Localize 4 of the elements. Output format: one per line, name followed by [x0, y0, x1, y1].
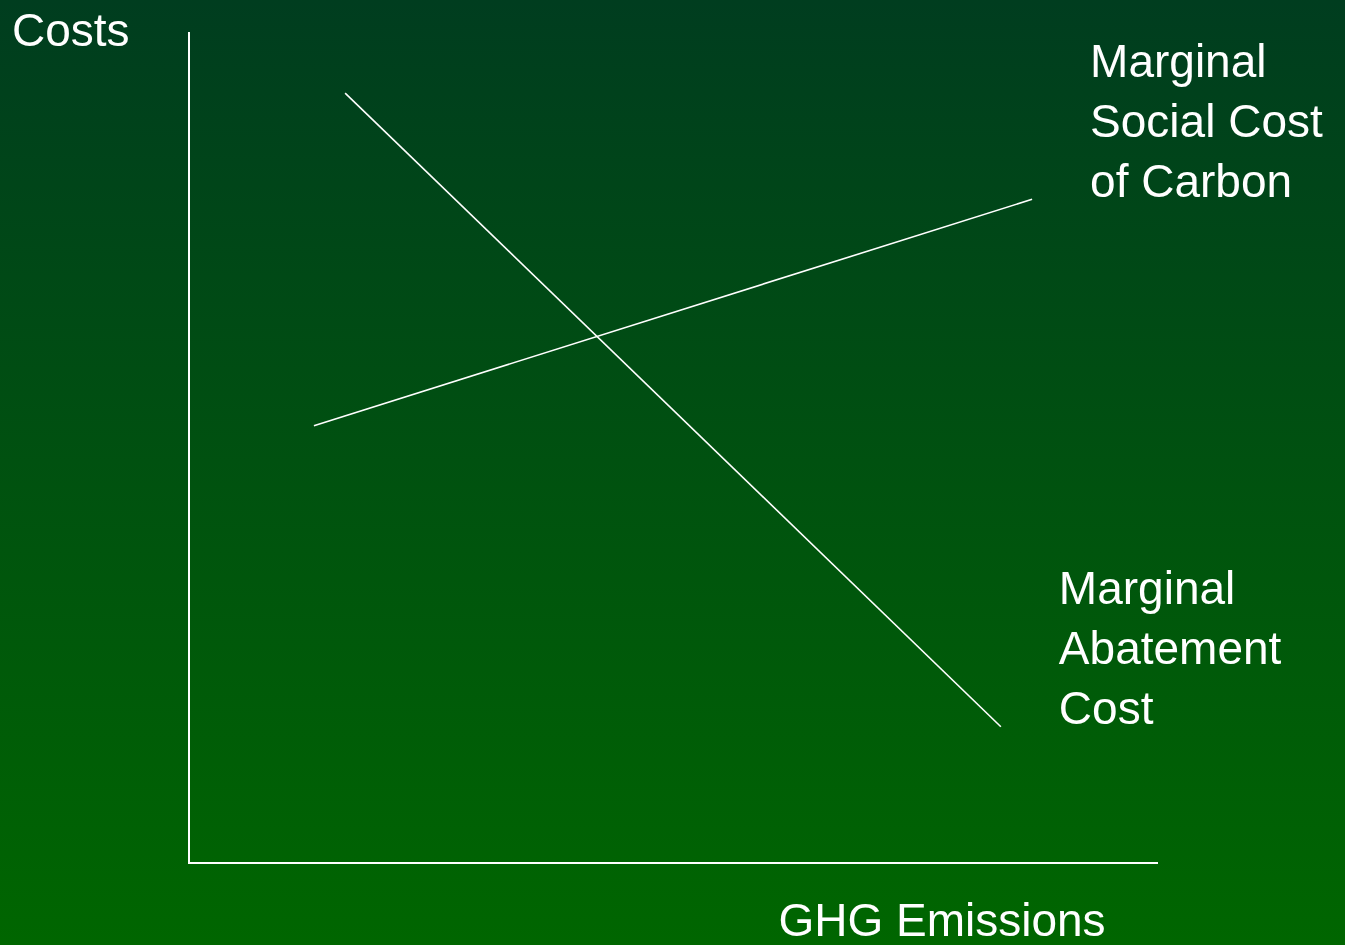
series-label: Marginal Social Cost of Carbon — [1090, 35, 1323, 207]
series-label: Marginal Abatement Cost — [1058, 562, 1282, 735]
x-axis-title: GHG Emissions — [777, 893, 1107, 945]
y-axis-title: Costs — [12, 3, 130, 58]
